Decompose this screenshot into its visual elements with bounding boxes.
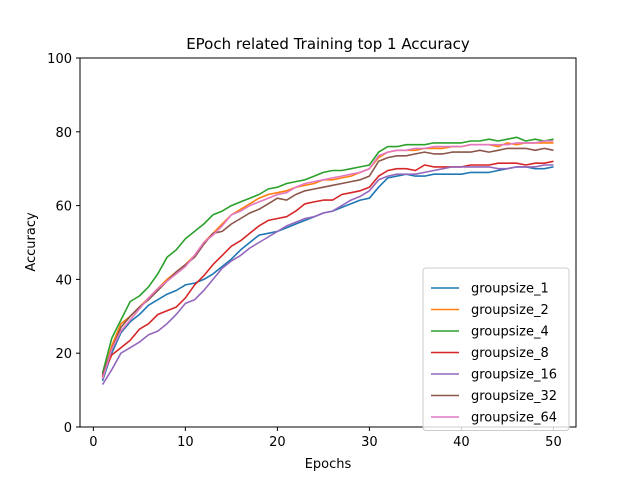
y-tick-label: 0 — [64, 421, 72, 436]
y-axis-ticks: 0 20 40 60 80 100 — [47, 52, 80, 436]
legend-label-groupsize_16: groupsize_16 — [471, 368, 557, 383]
legend: groupsize_1 groupsize_2 groupsize_4groupsi… — [422, 267, 570, 431]
legend-label-groupsize_32: groupsize_32 — [471, 389, 557, 404]
x-tick-label: 50 — [545, 435, 562, 450]
y-tick-label: 40 — [55, 273, 72, 288]
legend-label-groupsize_8: groupsize_8 — [471, 346, 549, 361]
series-line-groupsize_16 — [101, 164, 554, 386]
y-tick-label: 80 — [55, 126, 72, 141]
series-line-groupsize_64 — [101, 140, 554, 380]
plot-lines — [101, 136, 554, 386]
x-axis-ticks: 0 10 20 30 40 50 — [89, 427, 562, 450]
x-tick-label: 10 — [177, 435, 194, 450]
x-tick-label: 30 — [361, 435, 378, 450]
series-line-groupsize_8 — [101, 160, 554, 376]
y-tick-label: 60 — [55, 200, 72, 215]
legend-box — [422, 267, 570, 431]
chart-title: EPoch related Training top 1 Accuracy — [186, 35, 470, 53]
legend-label-groupsize_1: groupsize_1 — [471, 282, 549, 297]
y-tick-label: 20 — [55, 347, 72, 362]
y-axis-label: Accuracy — [24, 212, 39, 272]
x-tick-label: 20 — [269, 435, 286, 450]
legend-label-groupsize_64: groupsize_64 — [471, 411, 557, 426]
axes-frame — [79, 57, 577, 428]
x-tick-label: 40 — [453, 435, 470, 450]
x-axis-label: Epochs — [305, 457, 352, 472]
x-tick-label: 0 — [89, 435, 97, 450]
y-tick-label: 100 — [47, 52, 72, 67]
series-line-groupsize_4 — [101, 136, 554, 374]
series-line-groupsize_32 — [101, 147, 554, 376]
legend-label-groupsize_2: groupsize_2 — [471, 303, 549, 318]
legend-label-groupsize_4: groupsize_4 — [471, 325, 549, 340]
